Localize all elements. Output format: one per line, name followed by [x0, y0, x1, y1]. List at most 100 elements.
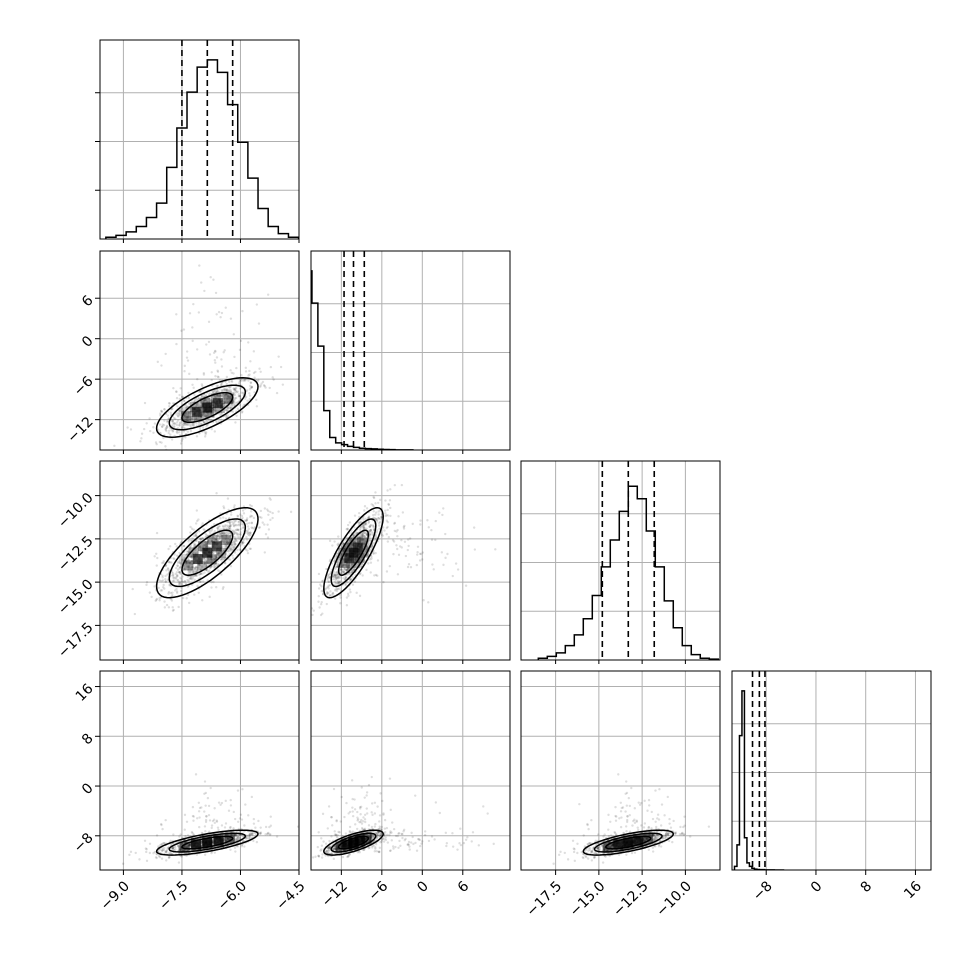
sample-point: [160, 409, 163, 413]
sample-point: [422, 599, 425, 602]
panel-background: [100, 40, 299, 239]
sample-point: [179, 564, 183, 567]
sample-point: [176, 844, 180, 848]
sample-point: [331, 824, 334, 827]
sample-point: [377, 524, 381, 527]
sample-point: [167, 568, 170, 571]
sample-point: [221, 558, 224, 561]
sample-point: [175, 390, 178, 393]
sample-point: [223, 400, 227, 404]
sample-point: [368, 525, 372, 528]
sample-point: [216, 534, 219, 537]
sample-point: [212, 389, 216, 393]
sample-point: [358, 538, 362, 542]
sample-point: [258, 526, 262, 529]
sample-point: [317, 594, 320, 598]
sample-point: [255, 303, 259, 306]
sample-point: [203, 853, 207, 856]
sample-point: [187, 843, 190, 847]
sample-point: [173, 422, 176, 425]
sample-point: [185, 550, 189, 553]
sample-point: [199, 572, 203, 575]
sample-point: [349, 578, 352, 581]
sample-point: [183, 580, 187, 583]
sample-point: [209, 412, 213, 415]
sample-point: [222, 556, 226, 560]
sample-point: [210, 561, 213, 564]
sample-point: [167, 547, 170, 551]
sample-point: [392, 552, 395, 556]
sample-point: [171, 429, 175, 432]
sample-point: [206, 796, 210, 800]
sample-point: [456, 568, 460, 571]
sample-point: [180, 439, 183, 443]
sample-point: [374, 843, 378, 846]
sample-point: [229, 548, 232, 551]
sample-point: [456, 848, 459, 851]
sample-point: [236, 533, 239, 536]
sample-point: [388, 499, 392, 502]
sample-point: [186, 422, 189, 426]
density-cell: [361, 833, 372, 844]
sample-point: [316, 845, 320, 849]
sample-point: [335, 835, 339, 839]
sample-point: [247, 837, 250, 840]
panel-background: [100, 251, 299, 450]
contour-line: [155, 506, 259, 599]
sample-point: [216, 552, 219, 555]
sample-point: [328, 576, 332, 579]
sample-point: [182, 430, 186, 433]
sample-point: [339, 820, 343, 823]
sample-point: [223, 837, 226, 840]
sample-point: [245, 834, 249, 837]
sample-point: [179, 572, 182, 576]
sample-point: [234, 388, 237, 392]
sample-point: [203, 289, 206, 293]
sample-point: [189, 412, 193, 415]
sample-point: [211, 819, 215, 823]
sample-point: [271, 511, 274, 515]
sample-point: [332, 847, 335, 850]
sample-point: [249, 833, 252, 836]
sample-point: [374, 513, 377, 516]
sample-point: [225, 533, 228, 537]
sample-point: [229, 525, 232, 528]
sample-point: [219, 803, 222, 806]
sample-point: [609, 820, 612, 823]
sample-point: [573, 859, 577, 863]
sample-point: [346, 527, 349, 530]
sample-point: [207, 561, 211, 565]
sample-point: [216, 553, 219, 556]
sample-point: [335, 848, 339, 851]
sample-point: [162, 848, 166, 852]
sample-point: [232, 521, 236, 524]
sample-point: [371, 524, 375, 527]
sample-point: [338, 580, 341, 584]
sample-point: [407, 562, 411, 566]
sample-point: [211, 391, 215, 394]
sample-point: [368, 533, 371, 537]
sample-point: [296, 825, 299, 828]
sample-point: [596, 833, 600, 836]
sample-point: [232, 810, 236, 814]
sample-point: [269, 498, 272, 501]
sample-point: [153, 555, 156, 558]
sample-point: [171, 420, 174, 423]
sample-point: [369, 571, 372, 574]
sample-point: [360, 818, 363, 822]
sample-point: [158, 855, 162, 859]
sample-point: [223, 543, 227, 546]
sample-point: [171, 573, 175, 577]
density-cell: [178, 553, 189, 564]
sample-point: [588, 848, 592, 852]
sample-point: [250, 832, 254, 836]
density-cell: [349, 839, 360, 850]
sample-point: [608, 845, 612, 849]
sample-point: [372, 526, 375, 529]
sample-point: [175, 591, 179, 595]
sample-point: [228, 527, 232, 530]
sample-point: [215, 313, 218, 316]
sample-point: [214, 555, 217, 558]
panel-frame: [99, 250, 300, 451]
sample-point: [683, 824, 686, 827]
